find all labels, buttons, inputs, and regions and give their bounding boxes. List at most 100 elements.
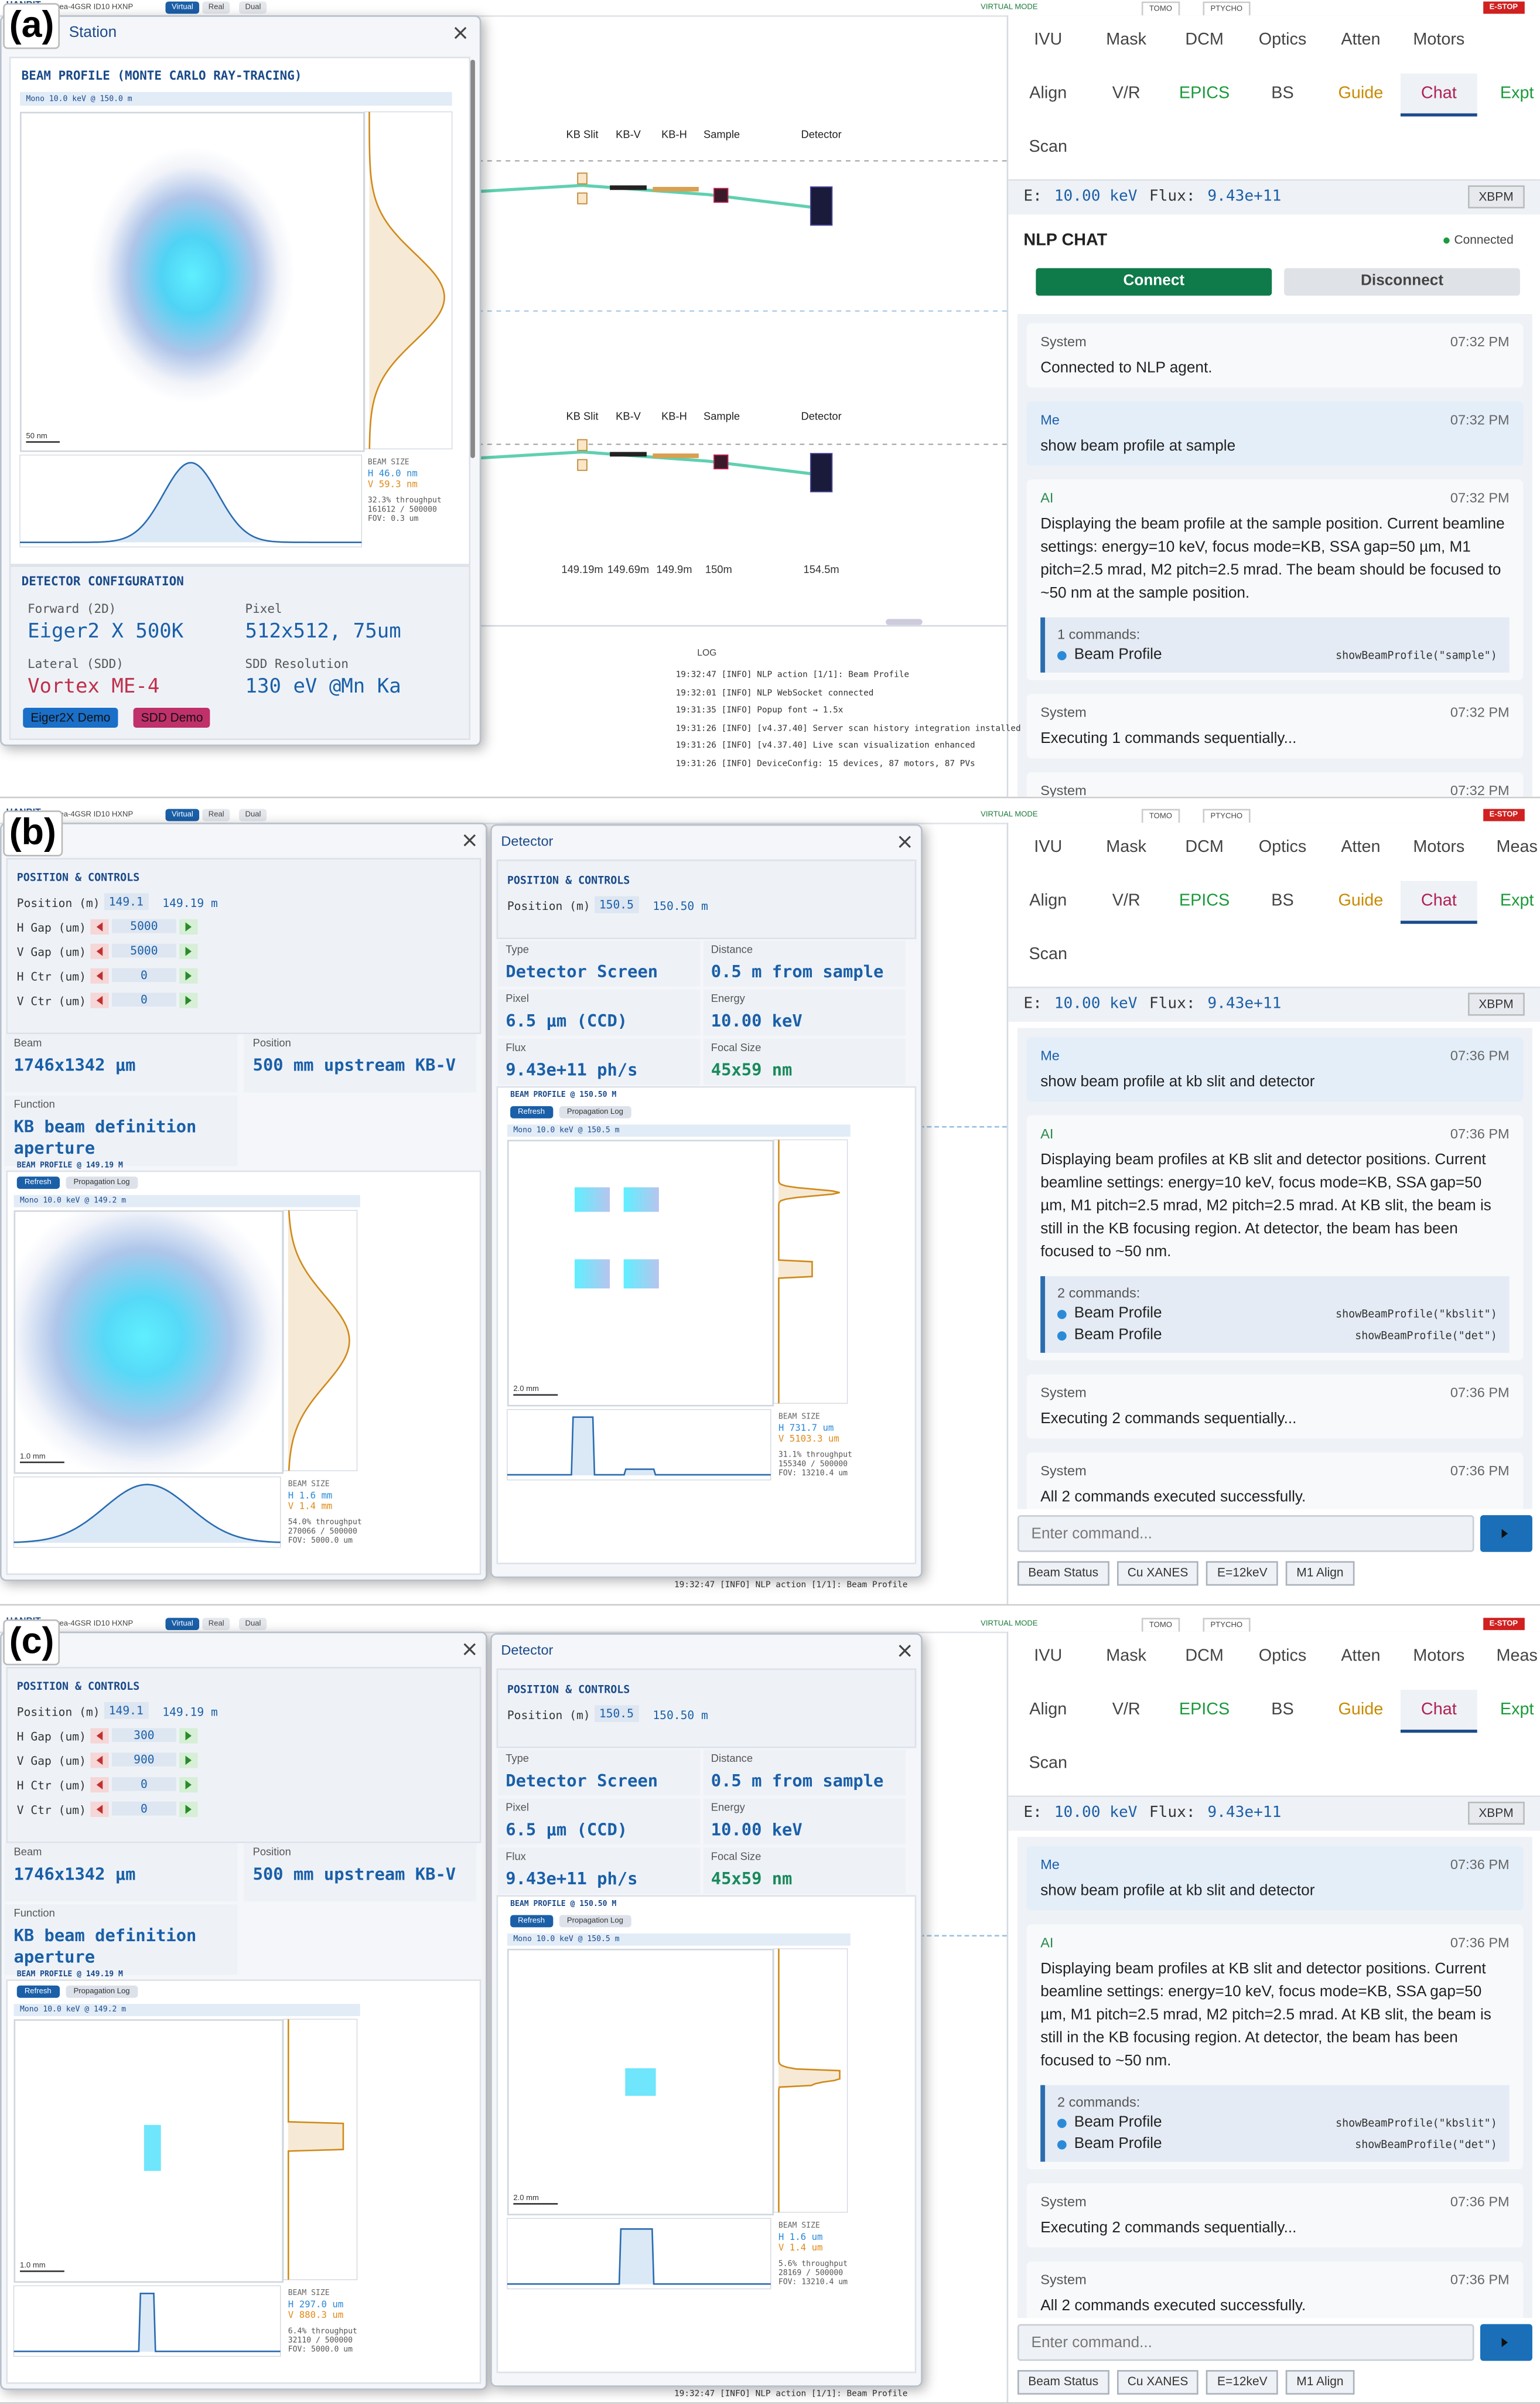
xbpm-button[interactable]: XBPM: [1468, 993, 1524, 1016]
tab[interactable]: V/R: [1112, 84, 1141, 103]
tab[interactable]: Scan: [1029, 1754, 1068, 1773]
tab[interactable]: EPICS: [1179, 891, 1230, 911]
control-value[interactable]: 0: [111, 1802, 176, 1816]
tab[interactable]: EPICS: [1179, 84, 1230, 103]
close-icon[interactable]: [454, 26, 467, 39]
mode-button[interactable]: Virtual: [165, 1, 200, 14]
tab[interactable]: Chat: [1400, 1690, 1477, 1733]
propagation-log-button[interactable]: Propagation Log: [559, 1106, 631, 1119]
propagation-log-button[interactable]: Propagation Log: [559, 1915, 631, 1928]
position-input[interactable]: 150.5: [594, 1705, 638, 1723]
tab[interactable]: Chat: [1400, 881, 1477, 924]
propagation-log-button[interactable]: Propagation Log: [66, 1985, 138, 1998]
close-icon[interactable]: [899, 836, 911, 848]
propagation-log-button[interactable]: Propagation Log: [66, 1177, 138, 1189]
quick-button[interactable]: E=12keV: [1206, 2370, 1278, 2395]
tab[interactable]: BS: [1271, 84, 1294, 103]
control-value[interactable]: 0: [111, 1777, 176, 1791]
tab[interactable]: Guide: [1338, 891, 1384, 911]
quick-button[interactable]: Cu XANES: [1116, 2370, 1199, 2395]
decrement-button[interactable]: [90, 1752, 109, 1768]
increment-button[interactable]: [179, 1777, 198, 1793]
decrement-button[interactable]: [90, 993, 109, 1008]
tab[interactable]: Motors: [1413, 838, 1465, 857]
quick-button[interactable]: M1 Align: [1285, 2370, 1354, 2395]
command-input[interactable]: Enter command...: [1017, 1515, 1474, 1552]
xbpm-button[interactable]: XBPM: [1468, 1802, 1524, 1825]
tab[interactable]: DCM: [1185, 30, 1224, 49]
tab[interactable]: IVU: [1034, 838, 1063, 857]
connect-button[interactable]: Connect: [1036, 268, 1272, 296]
increment-button[interactable]: [179, 968, 198, 984]
quick-button[interactable]: M1 Align: [1285, 1561, 1354, 1586]
tab[interactable]: Motors: [1413, 1646, 1465, 1666]
refresh-button[interactable]: Refresh: [510, 1915, 553, 1928]
tool-button[interactable]: TOMO: [1141, 1618, 1180, 1634]
decrement-button[interactable]: [90, 1777, 109, 1793]
tab[interactable]: Meas: [1496, 838, 1538, 857]
mode-button[interactable]: Dual: [239, 1, 267, 14]
tab[interactable]: Atten: [1341, 838, 1381, 857]
quick-button[interactable]: E=12keV: [1206, 1561, 1278, 1586]
quick-button[interactable]: Beam Status: [1017, 1561, 1109, 1586]
mode-button[interactable]: Dual: [239, 809, 267, 821]
increment-button[interactable]: [179, 919, 198, 935]
increment-button[interactable]: [179, 1752, 198, 1768]
tool-button[interactable]: TOMO: [1141, 1, 1180, 17]
decrement-button[interactable]: [90, 968, 109, 984]
tab[interactable]: DCM: [1185, 1646, 1224, 1666]
mode-button[interactable]: Dual: [239, 1618, 267, 1631]
xbpm-button[interactable]: XBPM: [1468, 185, 1524, 209]
tab[interactable]: V/R: [1112, 891, 1141, 911]
tool-button[interactable]: PTYCHO: [1203, 809, 1251, 824]
tab[interactable]: Scan: [1029, 138, 1068, 156]
tool-button[interactable]: PTYCHO: [1203, 1618, 1251, 1634]
decrement-button[interactable]: [90, 1802, 109, 1818]
tab[interactable]: Expt: [1500, 891, 1534, 911]
refresh-button[interactable]: Refresh: [16, 1985, 59, 1998]
tab[interactable]: Mask: [1106, 30, 1147, 49]
close-icon[interactable]: [463, 834, 476, 847]
command-input[interactable]: Enter command...: [1017, 2324, 1474, 2361]
tab[interactable]: IVU: [1034, 1646, 1063, 1666]
refresh-button[interactable]: Refresh: [16, 1177, 59, 1189]
tab[interactable]: EPICS: [1179, 1700, 1230, 1719]
tab[interactable]: V/R: [1112, 1700, 1141, 1719]
control-value[interactable]: 900: [111, 1752, 176, 1767]
mode-button[interactable]: Virtual: [165, 809, 200, 821]
send-button[interactable]: [1480, 2324, 1532, 2361]
increment-button[interactable]: [179, 993, 198, 1008]
control-value[interactable]: 5000: [111, 943, 176, 958]
estop-button[interactable]: E-STOP: [1483, 809, 1524, 821]
demo-button[interactable]: Eiger2X Demo: [23, 708, 118, 728]
tab[interactable]: Motors: [1413, 30, 1465, 49]
decrement-button[interactable]: [90, 1728, 109, 1744]
quick-button[interactable]: Cu XANES: [1116, 1561, 1199, 1586]
position-input[interactable]: 149.1: [104, 1702, 148, 1719]
increment-button[interactable]: [179, 1802, 198, 1818]
tab[interactable]: Align: [1029, 84, 1067, 103]
tab[interactable]: Expt: [1500, 84, 1534, 103]
position-input[interactable]: 150.5: [594, 896, 638, 913]
decrement-button[interactable]: [90, 943, 109, 959]
tab[interactable]: BS: [1271, 1700, 1294, 1719]
tab[interactable]: Mask: [1106, 1646, 1147, 1666]
control-value[interactable]: 0: [111, 968, 176, 983]
tab[interactable]: Chat: [1400, 73, 1477, 117]
close-icon[interactable]: [463, 1643, 476, 1656]
increment-button[interactable]: [179, 943, 198, 959]
demo-button[interactable]: SDD Demo: [133, 708, 211, 728]
mode-button[interactable]: Real: [202, 1618, 231, 1631]
tab[interactable]: Meas: [1496, 1646, 1538, 1666]
mode-button[interactable]: Real: [202, 809, 231, 821]
control-value[interactable]: 0: [111, 993, 176, 1007]
send-button[interactable]: [1480, 1515, 1532, 1552]
tab[interactable]: Mask: [1106, 838, 1147, 857]
quick-button[interactable]: Beam Status: [1017, 2370, 1109, 2395]
tab[interactable]: Align: [1029, 891, 1067, 911]
estop-button[interactable]: E-STOP: [1483, 1, 1524, 14]
mode-button[interactable]: Virtual: [165, 1618, 200, 1631]
tab[interactable]: Atten: [1341, 1646, 1381, 1666]
control-value[interactable]: 300: [111, 1728, 176, 1743]
tab[interactable]: Optics: [1258, 30, 1307, 49]
